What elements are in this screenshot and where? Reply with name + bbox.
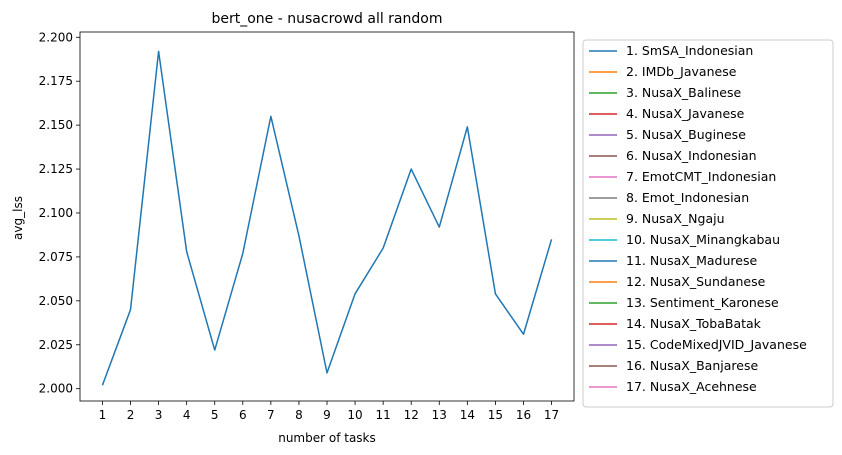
legend-label: 4. NusaX_Javanese (626, 106, 745, 121)
x-tick-label: 6 (239, 408, 247, 422)
legend-label: 6. NusaX_Indonesian (626, 148, 757, 163)
x-tick-label: 13 (432, 408, 447, 422)
legend-label: 7. EmotCMT_Indonesian (626, 169, 776, 184)
chart-title: bert_one - nusacrowd all random (212, 11, 443, 27)
x-tick-label: 10 (347, 408, 362, 422)
x-tick-label: 11 (375, 408, 390, 422)
legend-label: 5. NusaX_Buginese (626, 127, 746, 142)
legend-label: 1. SmSA_Indonesian (626, 43, 753, 58)
y-axis: 2.000 2.025 2.050 2.075 2.100 2.125 2.150 2.175… (39, 30, 80, 396)
y-tick-label: 2.025 (39, 338, 73, 352)
y-tick-label: 2.125 (39, 162, 73, 176)
x-tick-label: 5 (211, 408, 219, 422)
legend-label: 11. NusaX_Madurese (626, 253, 757, 268)
legend-label: 14. NusaX_TobaBatak (626, 316, 762, 331)
x-tick-label: 17 (544, 408, 559, 422)
x-tick-label: 16 (516, 408, 531, 422)
legend-box (582, 39, 834, 408)
x-tick-label: 4 (183, 408, 191, 422)
x-tick-label: 15 (488, 408, 503, 422)
y-tick-label: 2.000 (39, 382, 73, 396)
y-tick-label: 2.050 (39, 294, 73, 308)
y-tick-label: 2.100 (39, 206, 73, 220)
legend-label: 8. Emot_Indonesian (626, 190, 749, 205)
x-tick-label: 12 (404, 408, 419, 422)
x-axis: 1 2 3 4 5 6 7 8 9 10 11 12 13 14 15 16 17 (99, 401, 559, 422)
x-tick-label: 9 (323, 408, 331, 422)
y-tick-label: 2.150 (39, 118, 73, 132)
legend-label: 16. NusaX_Banjarese (626, 358, 758, 373)
y-tick-label: 2.175 (39, 74, 73, 88)
x-tick-label: 2 (127, 408, 135, 422)
x-tick-label: 8 (295, 408, 303, 422)
y-axis-label: avg_lss (11, 196, 25, 240)
legend-label: 3. NusaX_Balinese (626, 85, 741, 100)
legend-label: 17. NusaX_Acehnese (626, 379, 757, 394)
x-tick-label: 3 (155, 408, 163, 422)
x-tick-label: 14 (460, 408, 475, 422)
legend-label: 9. NusaX_Ngaju (626, 211, 725, 226)
y-tick-label: 2.075 (39, 250, 73, 264)
legend-label: 15. CodeMixedJVID_Javanese (626, 337, 807, 352)
legend: 1. SmSA_Indonesian 2. IMDb_Javanese 3. Nus… (582, 39, 834, 408)
legend-label: 12. NusaX_Sundanese (626, 274, 766, 289)
x-tick-label: 7 (267, 408, 275, 422)
plot-area (79, 31, 575, 402)
x-axis-label: number of tasks (278, 431, 376, 445)
legend-label: 10. NusaX_Minangkabau (626, 232, 780, 247)
series-line-1 (101, 50, 553, 386)
y-tick-label: 2.200 (39, 30, 73, 44)
legend-label: 2. IMDb_Javanese (626, 64, 737, 79)
x-tick-label: 1 (99, 408, 107, 422)
legend-label: 13. Sentiment_Karonese (626, 295, 779, 310)
